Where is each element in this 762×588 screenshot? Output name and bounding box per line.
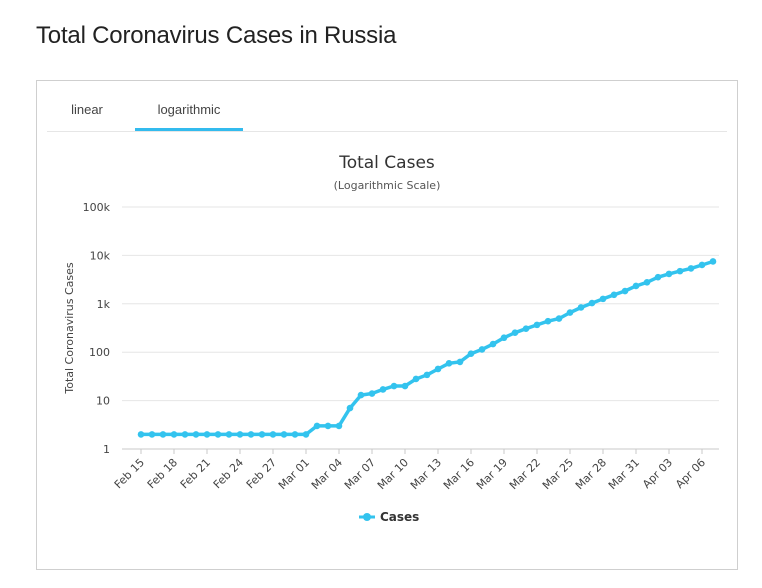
data-point (423, 371, 431, 379)
x-tick-label: Mar 10 (375, 456, 411, 492)
data-point (214, 431, 222, 438)
data-point (588, 299, 596, 307)
data-point (203, 431, 211, 438)
data-point (709, 258, 717, 265)
chart-title: Total Cases (338, 153, 435, 173)
data-point (445, 359, 453, 367)
data-point (456, 358, 464, 366)
data-point (434, 365, 442, 373)
x-tick-label: Mar 13 (408, 456, 444, 492)
data-point (478, 346, 486, 353)
x-tick-label: Feb 21 (178, 456, 213, 491)
x-tick-label: Feb 15 (112, 456, 147, 491)
x-tick-label: Mar 22 (507, 456, 543, 492)
data-point (632, 282, 640, 290)
data-point (313, 422, 321, 430)
data-point (148, 431, 156, 438)
data-point (225, 431, 233, 438)
data-point (577, 304, 585, 311)
x-tick-label: Mar 25 (540, 456, 576, 492)
x-tick-label: Mar 16 (441, 456, 477, 492)
data-point (698, 261, 706, 269)
page-title: Total Coronavirus Cases in Russia (36, 22, 397, 49)
data-point (599, 295, 607, 303)
scale-tabs: linear logarithmic (47, 81, 727, 132)
y-axis-label: Total Coronavirus Cases (63, 262, 76, 395)
y-tick-label: 1 (103, 443, 110, 456)
series-line-cases (141, 259, 714, 437)
legend-label-cases: Cases (380, 510, 419, 524)
x-tick-label: Feb 18 (145, 456, 180, 491)
x-tick-label: Mar 28 (573, 456, 609, 492)
data-point (302, 431, 310, 438)
data-point (170, 431, 178, 438)
data-point (511, 329, 519, 336)
x-tick-label: Mar 01 (276, 456, 312, 492)
data-point (555, 315, 563, 322)
data-point (676, 267, 684, 275)
data-point (654, 273, 662, 281)
data-point (335, 422, 343, 430)
data-point (489, 340, 497, 348)
data-point (621, 287, 629, 295)
data-point (467, 350, 475, 358)
data-point (137, 431, 145, 438)
tab-linear[interactable]: linear (71, 102, 103, 117)
data-point (643, 279, 651, 286)
data-point (687, 265, 695, 272)
data-point (379, 386, 387, 393)
x-tick-label: Mar 07 (342, 456, 378, 492)
data-point (291, 431, 299, 438)
data-point (544, 317, 552, 325)
data-point (346, 404, 354, 412)
x-tick-label: Feb 27 (244, 456, 279, 491)
data-point (280, 431, 288, 438)
data-point (269, 431, 277, 438)
y-tick-label: 10 (96, 395, 110, 408)
y-tick-label: 10k (90, 249, 111, 262)
data-point (522, 325, 530, 332)
data-point (665, 270, 673, 278)
y-tick-label: 100 (89, 346, 110, 359)
chart-panel: linear logarithmic Total Cases (Logarithm… (36, 80, 738, 570)
data-point (412, 375, 420, 383)
data-point (236, 431, 244, 438)
x-tick-label: Mar 04 (309, 456, 345, 492)
data-point (258, 431, 266, 438)
data-point (324, 422, 332, 430)
data-point (533, 321, 541, 329)
x-tick-label: Mar 19 (474, 456, 510, 492)
data-point (610, 291, 618, 299)
data-point (368, 390, 376, 397)
x-tick-label: Feb 24 (211, 456, 246, 491)
data-point (357, 391, 365, 399)
data-point (181, 431, 189, 438)
data-point (159, 431, 167, 438)
data-point (390, 382, 398, 390)
x-tick-label: Mar 31 (606, 456, 642, 492)
data-point (401, 382, 409, 390)
y-tick-label: 100k (83, 201, 111, 214)
data-point (247, 431, 255, 438)
line-chart: Total Cases (Logarithmic Scale) 1 10 100 1k 10… (63, 153, 719, 524)
chart-subtitle: (Logarithmic Scale) (334, 179, 441, 192)
data-point (500, 334, 508, 342)
data-point (192, 431, 200, 438)
x-tick-label: Apr 03 (640, 456, 675, 491)
tab-logarithmic[interactable]: logarithmic (135, 81, 243, 131)
x-tick-label: Apr 06 (673, 456, 708, 491)
legend-swatch-marker (363, 513, 371, 521)
data-point (566, 309, 574, 316)
y-tick-label: 1k (97, 298, 111, 311)
